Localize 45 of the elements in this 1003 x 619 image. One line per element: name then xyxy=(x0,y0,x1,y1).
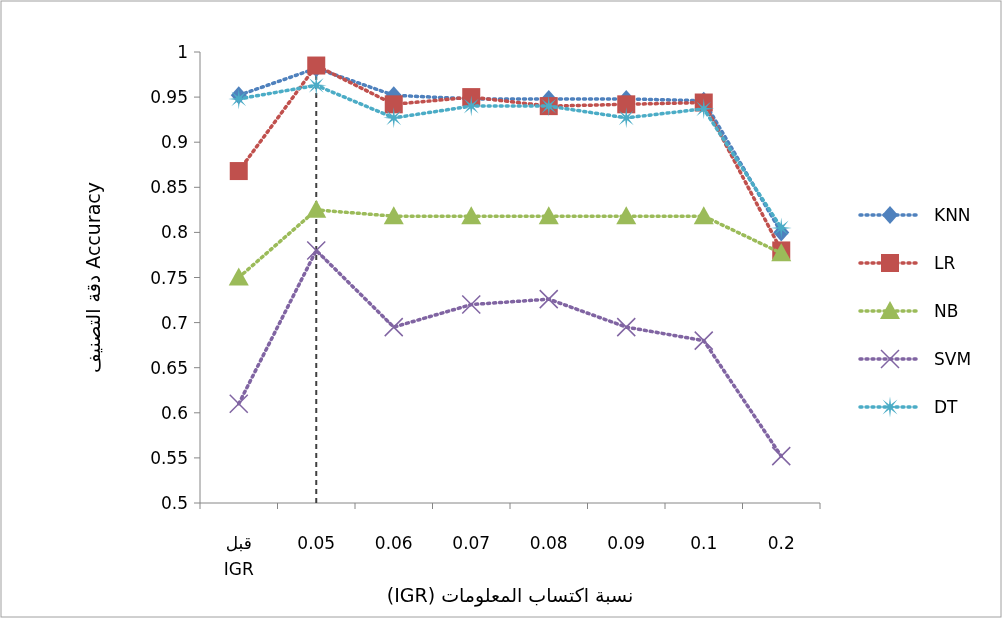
x-tick-label: 0.07 xyxy=(452,533,491,553)
y-tick-label: 0.65 xyxy=(150,357,188,378)
x-tick-label: 0.06 xyxy=(374,533,413,553)
y-tick-label: 0.8 xyxy=(160,222,188,243)
point xyxy=(384,95,403,114)
x-tick-label: 0.1 xyxy=(690,533,718,553)
x-tick-label: 0.05 xyxy=(297,533,336,553)
point xyxy=(229,162,248,181)
point xyxy=(616,206,637,225)
x-tick-label: 0.08 xyxy=(529,533,568,553)
point xyxy=(306,199,327,218)
point xyxy=(229,394,249,414)
point xyxy=(305,74,327,96)
y-tick-label: 0.9 xyxy=(160,132,188,153)
point xyxy=(383,206,404,225)
y-tick-label: 0.7 xyxy=(160,312,188,333)
point xyxy=(771,446,791,466)
y-tick-label: 0.95 xyxy=(150,87,188,108)
point xyxy=(228,267,249,286)
legend-label: DT xyxy=(934,397,959,417)
point xyxy=(384,317,404,337)
point xyxy=(617,95,636,114)
y-tick-label: 0.55 xyxy=(150,447,188,468)
point xyxy=(538,206,559,225)
point xyxy=(461,206,482,225)
point xyxy=(693,98,715,120)
y-axis-title: دقة التصنيف Accuracy xyxy=(82,182,104,373)
point xyxy=(616,317,636,337)
point xyxy=(693,206,714,225)
legend-label: LR xyxy=(934,253,956,273)
y-tick-label: 0.85 xyxy=(150,177,188,198)
point xyxy=(306,240,326,261)
legend-label: KNN xyxy=(934,205,971,225)
point xyxy=(539,289,559,309)
x-tick-label: 0.2 xyxy=(767,533,795,553)
point xyxy=(694,330,714,351)
legend-label: SVM xyxy=(934,349,972,369)
y-tick-label: 0.75 xyxy=(150,267,188,288)
x-axis-title: (IGR) نسبة اكتساب المعلومات xyxy=(386,584,634,607)
y-tick-label: 0.5 xyxy=(160,493,188,513)
point xyxy=(461,294,481,315)
x-tick-label: 0.09 xyxy=(607,533,646,553)
y-tick-label: 1 xyxy=(177,42,188,62)
y-tick-label: 0.6 xyxy=(160,402,188,423)
legend-label: NB xyxy=(934,301,959,321)
